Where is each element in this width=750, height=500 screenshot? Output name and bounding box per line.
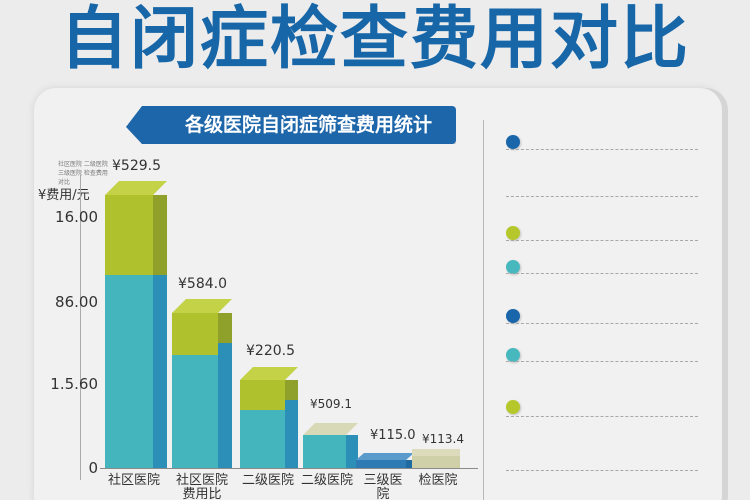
- legend-item: [506, 348, 698, 368]
- panel-divider: [483, 120, 484, 500]
- lime-dot-icon: [506, 400, 520, 414]
- legend-item: [506, 226, 698, 246]
- bar-value: ¥509.1: [310, 397, 352, 411]
- y-tick: 1.5.60: [50, 375, 98, 393]
- x-label: 二级医院: [300, 473, 353, 488]
- bar-value: ¥115.0: [370, 428, 416, 443]
- lime-dot-icon: [506, 226, 520, 240]
- bar-1: [105, 181, 167, 468]
- x-label: 二级医院: [241, 473, 294, 488]
- y-axis-label: ¥费用/元: [38, 188, 90, 203]
- bar-3: [240, 367, 298, 468]
- x-label: 社区医院费用比: [175, 473, 228, 500]
- teal-dot-icon: [506, 348, 520, 362]
- bar-6: [412, 449, 460, 468]
- x-axis-line: [100, 468, 478, 469]
- bar-value: ¥584.0: [178, 276, 227, 292]
- legend-item: [506, 182, 698, 202]
- legend-item: [506, 400, 698, 420]
- x-label: 社区医院: [107, 473, 160, 488]
- bar-value: ¥113.4: [422, 432, 464, 446]
- legend-note: 社区医院 二级医院 三级医院 检查费用对比: [58, 161, 108, 186]
- y-axis-line: [80, 175, 81, 480]
- y-tick: 0: [88, 459, 98, 477]
- bar-2: [172, 299, 232, 468]
- blue-dot-icon: [506, 309, 520, 323]
- legend-item: [506, 454, 698, 474]
- legend-item: [506, 309, 698, 329]
- blue-dot-icon: [506, 135, 520, 149]
- bar-value: ¥220.5: [246, 343, 295, 359]
- teal-dot-icon: [506, 260, 520, 274]
- legend-item: [506, 135, 698, 155]
- bar-value: ¥529.5: [112, 158, 161, 174]
- x-label: 检医院: [418, 473, 458, 488]
- x-label: 三级医院: [363, 473, 403, 500]
- bar-5: [356, 453, 414, 468]
- y-tick: 86.00: [55, 293, 98, 311]
- legend-item: [506, 260, 698, 280]
- chart-title-ribbon: 各级医院自闭症筛查费用统计: [126, 106, 456, 144]
- y-tick: 16.00: [55, 208, 98, 226]
- page-title: 自闭症检查费用对比: [59, 0, 690, 79]
- bar-4: [303, 423, 358, 468]
